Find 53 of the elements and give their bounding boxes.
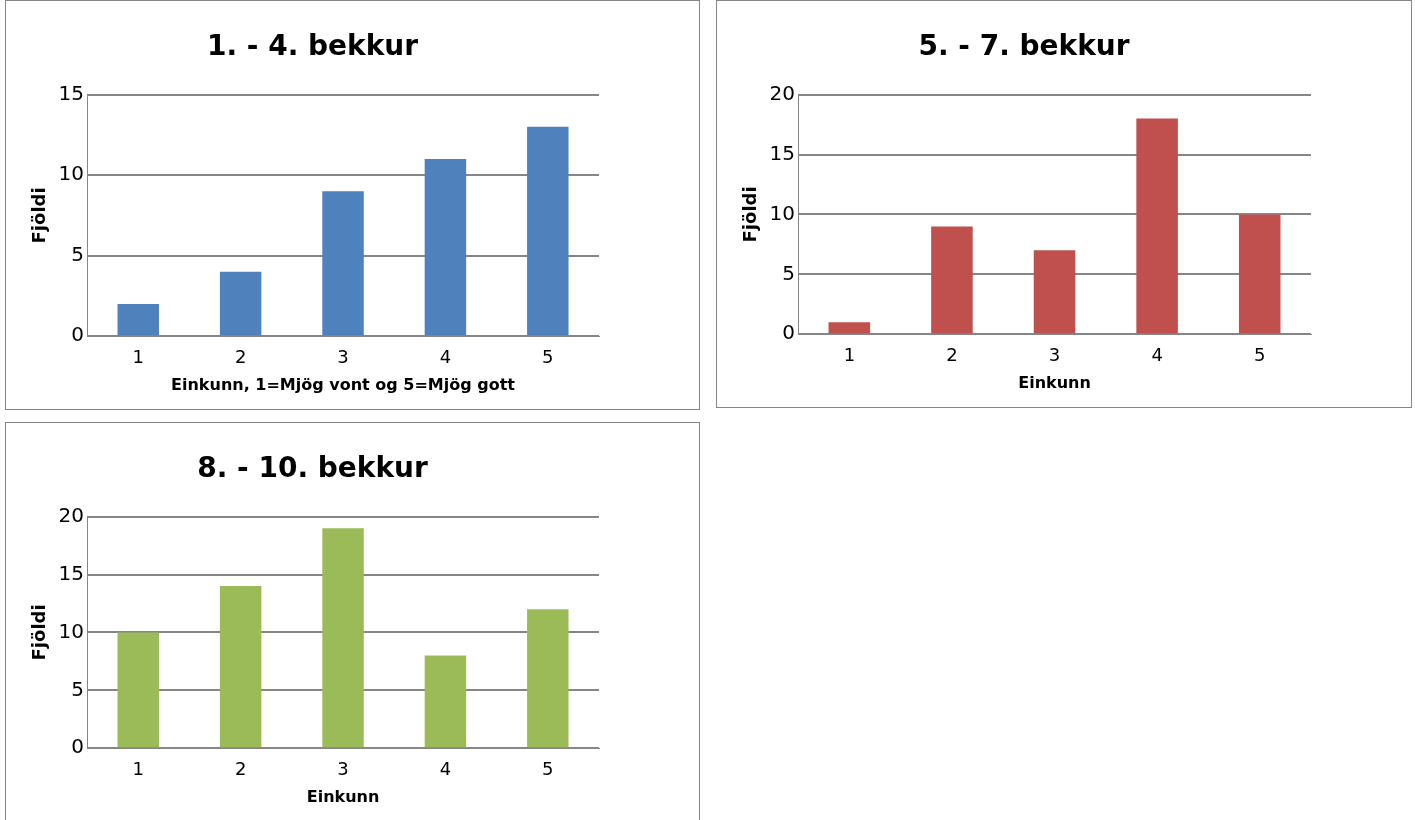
- bar: [322, 191, 364, 336]
- y-tick-label: 0: [71, 734, 85, 759]
- x-tick-label: 3: [337, 757, 349, 779]
- x-axis-title: Einkunn: [306, 786, 380, 806]
- x-tick-label: 4: [1151, 343, 1163, 365]
- x-tick-label: 3: [1048, 343, 1061, 365]
- bar: [828, 322, 871, 334]
- bar: [1136, 118, 1178, 334]
- y-tick-label: 20: [58, 502, 85, 527]
- x-tick-label: 2: [234, 757, 247, 779]
- y-tick-label: 10: [769, 200, 796, 225]
- bar: [117, 303, 159, 336]
- bar: [1033, 250, 1076, 334]
- y-tick-label: 5: [71, 241, 85, 266]
- bar: [527, 609, 569, 748]
- y-axis-title: Fjöldi: [739, 186, 761, 243]
- bar: [1238, 214, 1281, 334]
- x-tick-label: 1: [132, 345, 144, 367]
- chart-title: 5. - 7. bekkur: [918, 29, 1130, 63]
- y-tick-label: 10: [58, 161, 85, 186]
- bar: [424, 655, 467, 748]
- chart-title: 1. - 4. bekkur: [206, 29, 419, 63]
- x-tick-label: 5: [542, 345, 554, 367]
- y-tick-label: 0: [71, 322, 85, 347]
- x-axis-title: Einkunn: [1018, 372, 1091, 392]
- y-tick-label: 15: [58, 80, 85, 105]
- bar: [424, 159, 467, 336]
- y-tick-label: 0: [782, 320, 796, 345]
- x-axis-title: Einkunn, 1=Mjög vont og 5=Mjög gott: [171, 374, 516, 394]
- y-tick-label: 5: [71, 676, 85, 701]
- bar: [527, 126, 569, 336]
- x-tick-label: 1: [132, 757, 144, 779]
- y-tick-label: 20: [769, 80, 796, 105]
- x-tick-label: 3: [337, 345, 349, 367]
- y-axis-title: Fjöldi: [28, 187, 50, 244]
- bar: [219, 586, 262, 748]
- y-axis-title: Fjöldi: [28, 604, 50, 661]
- y-tick-label: 10: [58, 618, 85, 643]
- x-tick-label: 1: [843, 343, 856, 365]
- y-tick-label: 15: [769, 140, 796, 165]
- bar: [322, 528, 364, 748]
- y-tick-label: 5: [782, 260, 796, 285]
- y-tick-label: 15: [58, 560, 85, 585]
- bar: [117, 632, 159, 748]
- x-tick-label: 4: [439, 345, 452, 367]
- x-tick-label: 2: [234, 345, 247, 367]
- chart-title: 8. - 10. bekkur: [197, 451, 428, 485]
- bar: [219, 271, 262, 336]
- x-tick-label: 4: [439, 757, 452, 779]
- x-tick-label: 2: [946, 343, 958, 365]
- x-tick-label: 5: [1253, 343, 1266, 365]
- x-tick-label: 5: [542, 757, 554, 779]
- bar: [931, 226, 973, 334]
